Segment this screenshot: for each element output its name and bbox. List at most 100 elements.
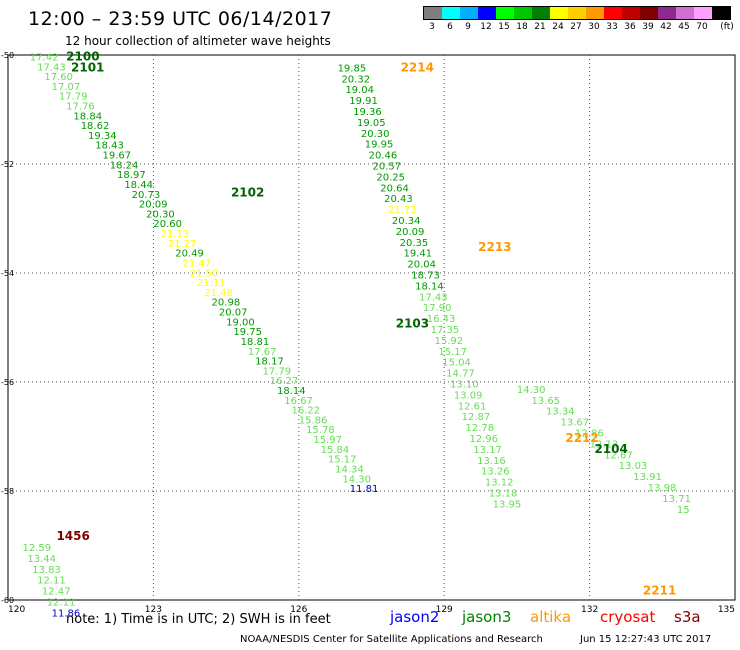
lat-tick-label: -60 xyxy=(1,596,14,605)
generated-timestamp: Jun 15 12:27:43 UTC 2017 xyxy=(580,634,712,645)
wave-height-value: 15.84 xyxy=(321,445,350,456)
legend-label: 39 xyxy=(642,22,654,32)
wave-height-value: 13.17 xyxy=(473,445,502,456)
satellite-s3a: s3a xyxy=(674,608,701,626)
wave-height-value: 18.62 xyxy=(81,121,110,132)
wave-height-value: 20.04 xyxy=(407,260,436,271)
legend-label: 30 xyxy=(588,22,600,32)
pass-time-label: 2211 xyxy=(643,584,676,598)
lon-tick-label: 129 xyxy=(436,605,453,615)
wave-height-value: 18.44 xyxy=(124,180,153,191)
legend-label: 6 xyxy=(447,22,453,32)
legend-label: 24 xyxy=(552,22,564,32)
legend-label: 9 xyxy=(465,22,471,32)
wave-height-value: 12.59 xyxy=(23,543,52,554)
wave-height-value: 13.83 xyxy=(32,565,61,576)
wave-height-value: 17.76 xyxy=(66,102,95,113)
wave-height-value: 19.05 xyxy=(357,118,386,129)
lon-tick-label: 120 xyxy=(8,605,25,615)
legend-label: 12 xyxy=(480,22,492,32)
pass-time-label: 2101 xyxy=(71,60,104,74)
wave-height-value: 12.78 xyxy=(466,423,495,434)
wave-height-value: 12.86 xyxy=(575,429,604,440)
lat-tick-label: -58 xyxy=(1,487,14,496)
wave-height-value: 19.36 xyxy=(353,107,382,118)
wave-height-value: 19.04 xyxy=(345,85,374,96)
pass-time-label: 2214 xyxy=(401,60,434,74)
page-subtitle: 12 hour collection of altimeter wave hei… xyxy=(65,34,331,48)
wave-height-value: 13.71 xyxy=(662,494,691,505)
wave-height-value: 20.57 xyxy=(372,161,401,172)
satellite-jason3: jason3 xyxy=(462,608,512,626)
legend-swatch xyxy=(514,7,532,19)
wave-height-value: 13.18 xyxy=(489,488,518,499)
wave-height-value: 15.04 xyxy=(442,358,471,369)
wave-height-value: 18.73 xyxy=(411,270,440,281)
wave-height-value: 12.67 xyxy=(604,450,633,461)
lat-tick-label: -56 xyxy=(1,378,14,387)
credit-line: NOAA/NESDIS Center for Satellite Applica… xyxy=(240,634,543,645)
wave-height-value: 18.84 xyxy=(73,111,102,122)
legend-label: 45 xyxy=(678,22,690,32)
legend-swatch xyxy=(586,7,604,19)
legend-swatch xyxy=(532,7,550,19)
pass-time-label: 2212 xyxy=(565,431,598,445)
legend-labels: 3 6 9 12 15 18 21 24 27 30 33 36 39 42 45 70 (ft) xyxy=(423,20,734,32)
wave-height-value: 19.95 xyxy=(365,140,394,151)
wave-height-value: 17.35 xyxy=(431,325,460,336)
satellite-altika: altika xyxy=(530,608,572,626)
pass-time-label: 2100 xyxy=(66,49,99,63)
wave-height-value: 13.34 xyxy=(546,407,575,418)
wave-height-value: 17.07 xyxy=(52,82,81,93)
wave-height-value: 17.43 xyxy=(37,62,66,73)
wave-height-value: 21.27 xyxy=(168,239,197,250)
lon-tick-label: 126 xyxy=(290,605,307,615)
wave-height-value: 13.44 xyxy=(27,554,56,565)
wave-height-value: 13.65 xyxy=(531,396,560,407)
wave-height-value: 21.73 xyxy=(388,205,417,216)
legend-label: 70 xyxy=(696,22,708,32)
lon-tick-label: 135 xyxy=(718,605,735,615)
wave-height-value: 19.34 xyxy=(88,131,117,142)
wave-height-value: 12.47 xyxy=(42,587,71,598)
wave-height-value: 21.11 xyxy=(197,278,226,289)
wave-height-value: 13.09 xyxy=(454,390,483,401)
wave-height-value: 20.25 xyxy=(376,172,405,183)
legend-label: 18 xyxy=(516,22,528,32)
legend-label: 27 xyxy=(570,22,582,32)
lat-tick-label: -54 xyxy=(1,269,14,278)
wave-height-value: 18.14 xyxy=(415,281,444,292)
wave-height-value: 21.47 xyxy=(182,258,211,269)
wave-height-value: 16.67 xyxy=(284,396,313,407)
legend-unit: (ft) xyxy=(720,22,734,32)
legend-swatch xyxy=(658,7,676,19)
wave-height-value: 20.60 xyxy=(153,219,182,230)
pass-time-label: 2213 xyxy=(478,240,511,254)
wave-height-value: 19.67 xyxy=(103,151,132,162)
wave-height-value: 20.30 xyxy=(361,129,390,140)
wave-height-value: 19.00 xyxy=(226,317,255,328)
wave-height-value: 13.98 xyxy=(648,483,677,494)
wave-height-value: 13.16 xyxy=(477,456,506,467)
legend-label: 33 xyxy=(606,22,618,32)
wave-height-value: 13.95 xyxy=(493,499,522,510)
wave-height-value: 19.91 xyxy=(349,96,378,107)
wave-height-value: 21.48 xyxy=(204,288,233,299)
wave-height-value: 16.22 xyxy=(292,406,321,417)
wave-height-value: 20.49 xyxy=(175,249,204,260)
wave-height-value: 13.12 xyxy=(485,478,514,489)
legend-swatch xyxy=(622,7,640,19)
wave-height-value: 15.17 xyxy=(328,455,357,466)
footnote: note: 1) Time is in UTC; 2) SWH is in fe… xyxy=(66,612,331,627)
wave-height-value: 12.13 xyxy=(590,439,619,450)
wave-height-value: 20.43 xyxy=(384,194,413,205)
wave-height-value: 17.79 xyxy=(262,366,291,377)
legend-label: 42 xyxy=(660,22,672,32)
wave-height-value: 18.17 xyxy=(255,357,284,368)
wave-height-value: 17.60 xyxy=(44,72,73,83)
legend-swatch xyxy=(640,7,658,19)
wave-height-value: 17.79 xyxy=(59,92,88,103)
wave-height-value: 13.03 xyxy=(619,461,648,472)
wave-height-value: 21.13 xyxy=(161,229,190,240)
